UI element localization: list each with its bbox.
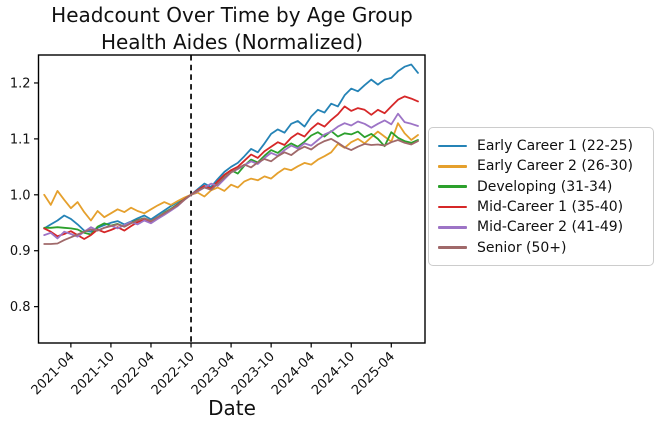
legend: Early Career 1 (22-25) Early Career 2 (26… (428, 127, 654, 266)
legend-label: Developing (31-34) (477, 178, 613, 195)
series-line (43, 95, 419, 240)
plot-border (37, 54, 426, 344)
legend-swatch (438, 226, 467, 229)
chart-title-line1: Headcount Over Time by Age Group (51, 3, 413, 27)
legend-item: Mid-Career 1 (35-40) (438, 197, 644, 217)
series-line (43, 63, 419, 233)
x-axis-label: Date (208, 396, 256, 420)
legend-item: Early Career 2 (26-30) (438, 156, 644, 176)
chart-title-line2: Health Aides (Normalized) (100, 30, 364, 54)
x-axis: 2021-042021-102022-042022-102023-042023-… (29, 343, 398, 398)
x-tick-label: 2023-04 (189, 349, 238, 398)
legend-item: Developing (31-34) (438, 177, 644, 197)
legend-label: Senior (50+) (477, 239, 567, 256)
series-line (43, 112, 419, 240)
legend-label: Early Career 1 (22-25) (477, 138, 634, 155)
x-tick-label: 2024-04 (269, 349, 318, 398)
legend-item: Senior (50+) (438, 237, 644, 257)
series-line (43, 122, 419, 222)
y-tick-label: 0.8 (10, 300, 31, 315)
series-line (43, 137, 419, 245)
x-tick-label: 2021-04 (29, 349, 78, 398)
y-tick-label: 1.1 (10, 132, 31, 147)
legend-label: Mid-Career 2 (41-49) (477, 219, 624, 236)
x-tick-label: 2024-10 (309, 349, 358, 398)
legend-swatch (438, 205, 467, 209)
legend-item: Mid-Career 2 (41-49) (438, 217, 644, 237)
x-tick-label: 2021-10 (69, 349, 118, 398)
x-tick-label: 2022-10 (149, 349, 198, 398)
y-axis: 0.8 0.9 1.0 1.1 1.2 (10, 76, 39, 315)
y-tick-label: 1.2 (10, 76, 31, 91)
legend-swatch (438, 165, 467, 168)
y-tick-label: 0.9 (10, 244, 31, 259)
legend-label: Mid-Career 1 (35-40) (477, 199, 624, 216)
legend-swatch (438, 144, 467, 148)
x-tick-label: 2025-04 (349, 349, 398, 398)
chart-title: Headcount Over Time by Age Group Health … (0, 2, 464, 56)
x-tick-label: 2023-10 (229, 349, 278, 398)
x-tick-label: 2022-04 (109, 349, 158, 398)
legend-label: Early Career 2 (26-30) (477, 158, 634, 175)
y-tick-label: 1.0 (10, 188, 31, 203)
series-line (43, 130, 419, 236)
legend-swatch (438, 246, 467, 249)
legend-item: Early Career 1 (22-25) (438, 136, 644, 156)
legend-swatch (438, 185, 467, 189)
